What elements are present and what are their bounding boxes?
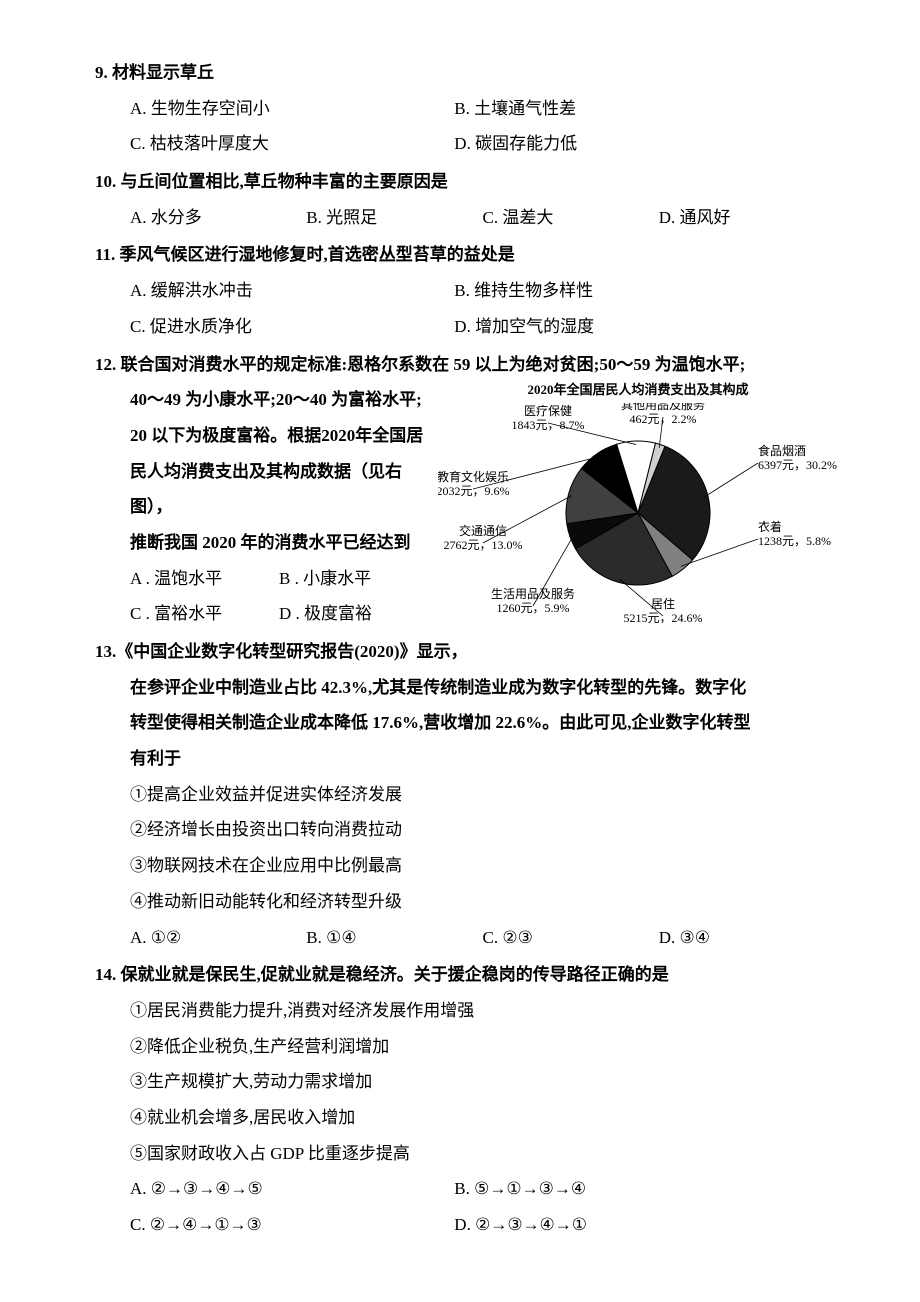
question-10: 10. 与丘间位置相比,草丘物种丰富的主要原因是 A. 水分多 B. 光照足 C…	[95, 164, 835, 235]
q12-chart: 2020年全国居民人均消费支出及其构成 食品烟酒6397元，30.2% 衣着123…	[438, 382, 838, 623]
q13-opts: A. ①② B. ①④ C. ②③ D. ③④	[95, 920, 835, 956]
pie-label-l1: 其他用品及服务	[621, 403, 705, 412]
q13-o4: ④推动新旧动能转化和经济转型升级	[95, 884, 835, 920]
pie-label-l1: 衣着	[758, 519, 782, 534]
q13-opt-a[interactable]: A. ①②	[130, 920, 306, 956]
q9-row1: A. 生物生存空间小 B. 土壤通气性差	[95, 91, 835, 127]
q13-stem2: 在参评企业中制造业占比 42.3%,尤其是传统制造业成为数字化转型的先锋。数字化	[95, 670, 835, 706]
q9-opt-d[interactable]: D. 碳固存能力低	[454, 126, 835, 162]
pie-chart: 食品烟酒6397元，30.2% 衣着1238元，5.8% 居住5215元，24.6%…	[438, 403, 838, 623]
q14-row1: A. ②→③→④→⑤ B. ⑤→①→③→④	[95, 1171, 835, 1207]
pie-wrap: 食品烟酒6397元，30.2% 衣着1238元，5.8% 居住5215元，24.6%…	[438, 403, 838, 623]
q12-opts-row1: A . 温饱水平 B . 小康水平	[95, 561, 428, 597]
q11-opt-c[interactable]: C. 促进水质净化	[130, 309, 454, 345]
pie-label-l2: 2032元，9.6%	[438, 484, 510, 498]
q13-o2: ②经济增长由投资出口转向消费拉动	[95, 812, 835, 848]
q12-opt-d[interactable]: D . 极度富裕	[279, 596, 428, 632]
q12-stem4: 民人均消费支出及其构成数据（见右图），	[95, 454, 428, 525]
q14-o5: ⑤国家财政收入占 GDP 比重逐步提高	[95, 1136, 835, 1172]
q10-opt-c[interactable]: C. 温差大	[483, 200, 659, 236]
q14-stem: 14. 保就业就是保民生,促就业就是稳经济。关于援企稳岗的传导路径正确的是	[95, 957, 835, 993]
q12-opt-c[interactable]: C . 富裕水平	[130, 596, 279, 632]
pie-label-l2: 6397元，30.2%	[758, 458, 837, 472]
pie-label-l2: 1238元，5.8%	[758, 534, 831, 548]
q13-opt-b[interactable]: B. ①④	[306, 920, 482, 956]
q10-opts: A. 水分多 B. 光照足 C. 温差大 D. 通风好	[95, 200, 835, 236]
question-11: 11. 季风气候区进行湿地修复时,首选密丛型苔草的益处是 A. 缓解洪水冲击 B…	[95, 237, 835, 344]
q14-opt-c[interactable]: C. ②→④→①→③	[130, 1207, 454, 1243]
q14-row2: C. ②→④→①→③ D. ②→③→④→①	[95, 1207, 835, 1243]
q13-o3: ③物联网技术在企业应用中比例最高	[95, 848, 835, 884]
q10-opt-a[interactable]: A. 水分多	[130, 200, 306, 236]
q10-opt-d[interactable]: D. 通风好	[659, 200, 835, 236]
q12-stem2: 40～49 为小康水平;20～40 为富裕水平;	[95, 382, 428, 418]
question-13: 13.《中国企业数字化转型研究报告(2020)》显示， 在参评企业中制造业占比 …	[95, 634, 835, 955]
q12-body: 40～49 为小康水平;20～40 为富裕水平; 20 以下为极度富裕。根据20…	[95, 382, 835, 632]
pie-label-l1: 生活用品及服务	[491, 586, 575, 601]
q11-opt-b[interactable]: B. 维持生物多样性	[454, 273, 835, 309]
q14-o3: ③生产规模扩大,劳动力需求增加	[95, 1064, 835, 1100]
q10-opt-b[interactable]: B. 光照足	[306, 200, 482, 236]
pie-label-l1: 居住	[651, 597, 675, 611]
pie-label-l2: 462元，2.2%	[630, 412, 697, 426]
question-14: 14. 保就业就是保民生,促就业就是稳经济。关于援企稳岗的传导路径正确的是 ①居…	[95, 957, 835, 1243]
pie-label-l1: 教育文化娱乐	[438, 469, 509, 484]
question-9: 9. 材料显示草丘 A. 生物生存空间小 B. 土壤通气性差 C. 枯枝落叶厚度…	[95, 55, 835, 162]
leader-line	[704, 463, 758, 497]
q13-opt-c[interactable]: C. ②③	[483, 920, 659, 956]
q14-o1: ①居民消费能力提升,消费对经济发展作用增强	[95, 993, 835, 1029]
q12-opts-row2: C . 富裕水平 D . 极度富裕	[95, 596, 428, 632]
q11-row2: C. 促进水质净化 D. 增加空气的湿度	[95, 309, 835, 345]
q10-stem: 10. 与丘间位置相比,草丘物种丰富的主要原因是	[95, 164, 835, 200]
q13-stem3: 转型使得相关制造企业成本降低 17.6%,营收增加 22.6%。由此可见,企业数…	[95, 705, 835, 741]
q12-stem3: 20 以下为极度富裕。根据2020年全国居	[95, 418, 428, 454]
q12-stem1: 12. 联合国对消费水平的规定标准:恩格尔系数在 59 以上为绝对贫困;50～5…	[95, 347, 835, 383]
q12-opt-b[interactable]: B . 小康水平	[279, 561, 428, 597]
q13-o1: ①提高企业效益并促进实体经济发展	[95, 777, 835, 813]
q9-opt-c[interactable]: C. 枯枝落叶厚度大	[130, 126, 454, 162]
pie-label-l2: 1843元，8.7%	[512, 418, 585, 432]
question-12: 12. 联合国对消费水平的规定标准:恩格尔系数在 59 以上为绝对贫困;50～5…	[95, 347, 835, 633]
q9-opt-b[interactable]: B. 土壤通气性差	[454, 91, 835, 127]
q14-opt-d[interactable]: D. ②→③→④→①	[454, 1207, 835, 1243]
q13-opt-d[interactable]: D. ③④	[659, 920, 835, 956]
q12-stem5: 推断我国 2020 年的消费水平已经达到	[95, 525, 428, 561]
q11-stem: 11. 季风气候区进行湿地修复时,首选密丛型苔草的益处是	[95, 237, 835, 273]
q11-opt-a[interactable]: A. 缓解洪水冲击	[130, 273, 454, 309]
q9-stem: 9. 材料显示草丘	[95, 55, 835, 91]
q11-row1: A. 缓解洪水冲击 B. 维持生物多样性	[95, 273, 835, 309]
q12-text-col: 40～49 为小康水平;20～40 为富裕水平; 20 以下为极度富裕。根据20…	[95, 382, 428, 632]
q14-o4: ④就业机会增多,居民收入增加	[95, 1100, 835, 1136]
pie-label-l2: 1260元，5.9%	[497, 601, 570, 615]
q14-o2: ②降低企业税负,生产经营利润增加	[95, 1029, 835, 1065]
q13-stem4: 有利于	[95, 741, 835, 777]
pie-label-l2: 5215元，24.6%	[624, 611, 703, 623]
pie-label-l2: 2762元，13.0%	[444, 538, 523, 552]
q12-opt-a[interactable]: A . 温饱水平	[130, 561, 279, 597]
q11-opt-d[interactable]: D. 增加空气的湿度	[454, 309, 835, 345]
chart-title: 2020年全国居民人均消费支出及其构成	[438, 382, 838, 399]
q9-row2: C. 枯枝落叶厚度大 D. 碳固存能力低	[95, 126, 835, 162]
pie-label-l1: 医疗保健	[524, 404, 572, 418]
q14-opt-b[interactable]: B. ⑤→①→③→④	[454, 1171, 835, 1207]
q13-stem1: 13.《中国企业数字化转型研究报告(2020)》显示，	[95, 634, 835, 670]
pie-label-l1: 交通通信	[459, 523, 507, 538]
q14-opt-a[interactable]: A. ②→③→④→⑤	[130, 1171, 454, 1207]
pie-label-l1: 食品烟酒	[758, 443, 806, 458]
q9-opt-a[interactable]: A. 生物生存空间小	[130, 91, 454, 127]
